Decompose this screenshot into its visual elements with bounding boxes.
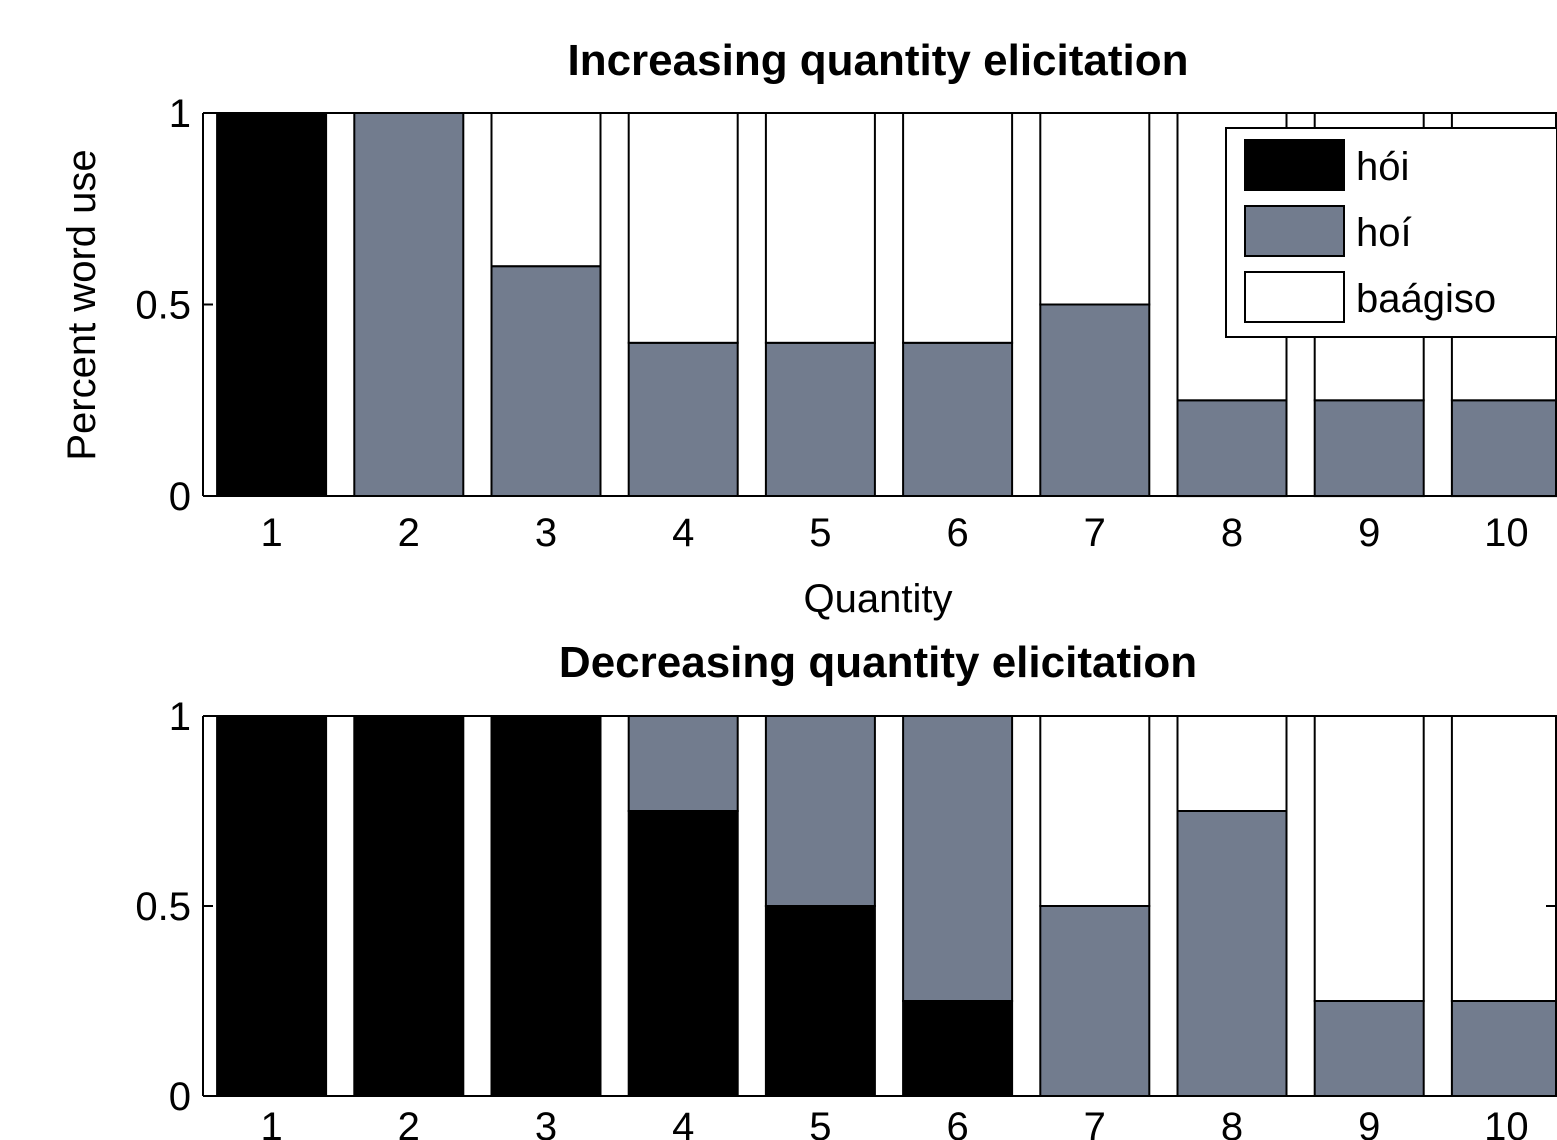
bar-segment <box>1313 1000 1425 1097</box>
chart-title: Decreasing quantity elicitation <box>559 638 1197 687</box>
legend-label: baágiso <box>1356 277 1496 321</box>
x-tick-label: 1 <box>260 1105 282 1140</box>
x-tick-label: 2 <box>398 1105 420 1140</box>
bar-segment <box>627 341 739 497</box>
x-tick-label: 7 <box>1084 511 1106 555</box>
y-tick-label: 1 <box>169 695 191 739</box>
x-tick-label: 6 <box>946 1105 968 1140</box>
bar-segment <box>1450 715 1557 1002</box>
bar-segment <box>902 715 1014 1002</box>
legend: hói hoí baágiso <box>1225 127 1557 338</box>
legend-items: hói hoí baágiso <box>1244 139 1496 323</box>
y-axis-label: Percent word use <box>60 149 104 460</box>
bar-segment <box>353 112 465 497</box>
x-tick-label: 4 <box>672 511 694 555</box>
bar-segment <box>764 905 876 1097</box>
bar-segment <box>490 112 602 268</box>
bar-segment <box>1450 399 1557 498</box>
bar-segment <box>627 112 739 344</box>
bar-segment <box>764 715 876 907</box>
x-tick-label: 10 <box>1484 511 1529 555</box>
x-tick-label: 8 <box>1221 511 1243 555</box>
top-chart-panel: Increasing quantity elicitation 1 2 3 4 5 6 7 8… <box>60 36 1557 621</box>
x-tick-label: 3 <box>535 1105 557 1140</box>
y-tick-label: 0 <box>169 475 191 519</box>
bar-segment <box>353 715 465 1097</box>
bottom-bars-group <box>216 715 1557 1097</box>
bar-segment <box>216 112 328 497</box>
bar-segment <box>1039 112 1151 306</box>
bar-segment <box>216 715 328 1097</box>
x-tick-label: 9 <box>1358 511 1380 555</box>
legend-swatch <box>1244 271 1345 323</box>
legend-swatch <box>1244 205 1345 257</box>
y-tick-label: 0.5 <box>135 284 191 328</box>
bar-segment <box>1313 399 1425 498</box>
chart-title: Increasing quantity elicitation <box>567 36 1188 85</box>
bar-segment <box>1039 905 1151 1097</box>
bar-segment <box>1313 715 1425 1002</box>
x-tick-label: 1 <box>260 511 282 555</box>
bar-segment <box>902 341 1014 497</box>
bar-segment <box>1176 810 1288 1097</box>
bar-segment <box>1176 399 1288 498</box>
x-tick-label: 8 <box>1221 1105 1243 1140</box>
bar-segment <box>627 715 739 812</box>
x-axis-label: Quantity <box>804 577 953 621</box>
y-tick-label: 0 <box>169 1075 191 1119</box>
bar-segment <box>1450 1000 1557 1097</box>
y-tick-label: 0.5 <box>135 885 191 929</box>
x-tick-label: 10 <box>1484 1105 1529 1140</box>
bar-segment <box>490 715 602 1097</box>
x-tick-label: 4 <box>672 1105 694 1140</box>
bar-segment <box>764 341 876 497</box>
x-tick-label: 5 <box>809 1105 831 1140</box>
x-tick-label: 3 <box>535 511 557 555</box>
bar-segment <box>902 112 1014 344</box>
bar-segment <box>490 265 602 498</box>
top-axes-group: 1 2 3 4 5 6 7 8 9 10 0 0.5 1 <box>135 92 1557 555</box>
x-tick-label: 5 <box>809 511 831 555</box>
x-tick-label: 7 <box>1084 1105 1106 1140</box>
bar-segment <box>764 112 876 344</box>
bar-segment <box>902 1000 1014 1097</box>
bar-segment <box>1039 715 1151 907</box>
bottom-axes-group: 1 2 3 4 5 6 7 8 9 10 0 0.5 1 <box>135 695 1557 1140</box>
x-tick-label: 9 <box>1358 1105 1380 1140</box>
legend-swatch <box>1244 139 1345 191</box>
bar-segment <box>1176 715 1288 812</box>
bar-segment <box>627 810 739 1097</box>
y-tick-label: 1 <box>169 92 191 136</box>
bar-segment <box>1039 303 1151 497</box>
x-tick-label: 6 <box>946 511 968 555</box>
legend-label: hoí <box>1356 211 1412 255</box>
x-tick-label: 2 <box>398 511 420 555</box>
bottom-chart-panel: Decreasing quantity elicitation 1 2 3 4 5 6 7 8… <box>135 638 1557 1140</box>
legend-label: hói <box>1356 145 1409 189</box>
